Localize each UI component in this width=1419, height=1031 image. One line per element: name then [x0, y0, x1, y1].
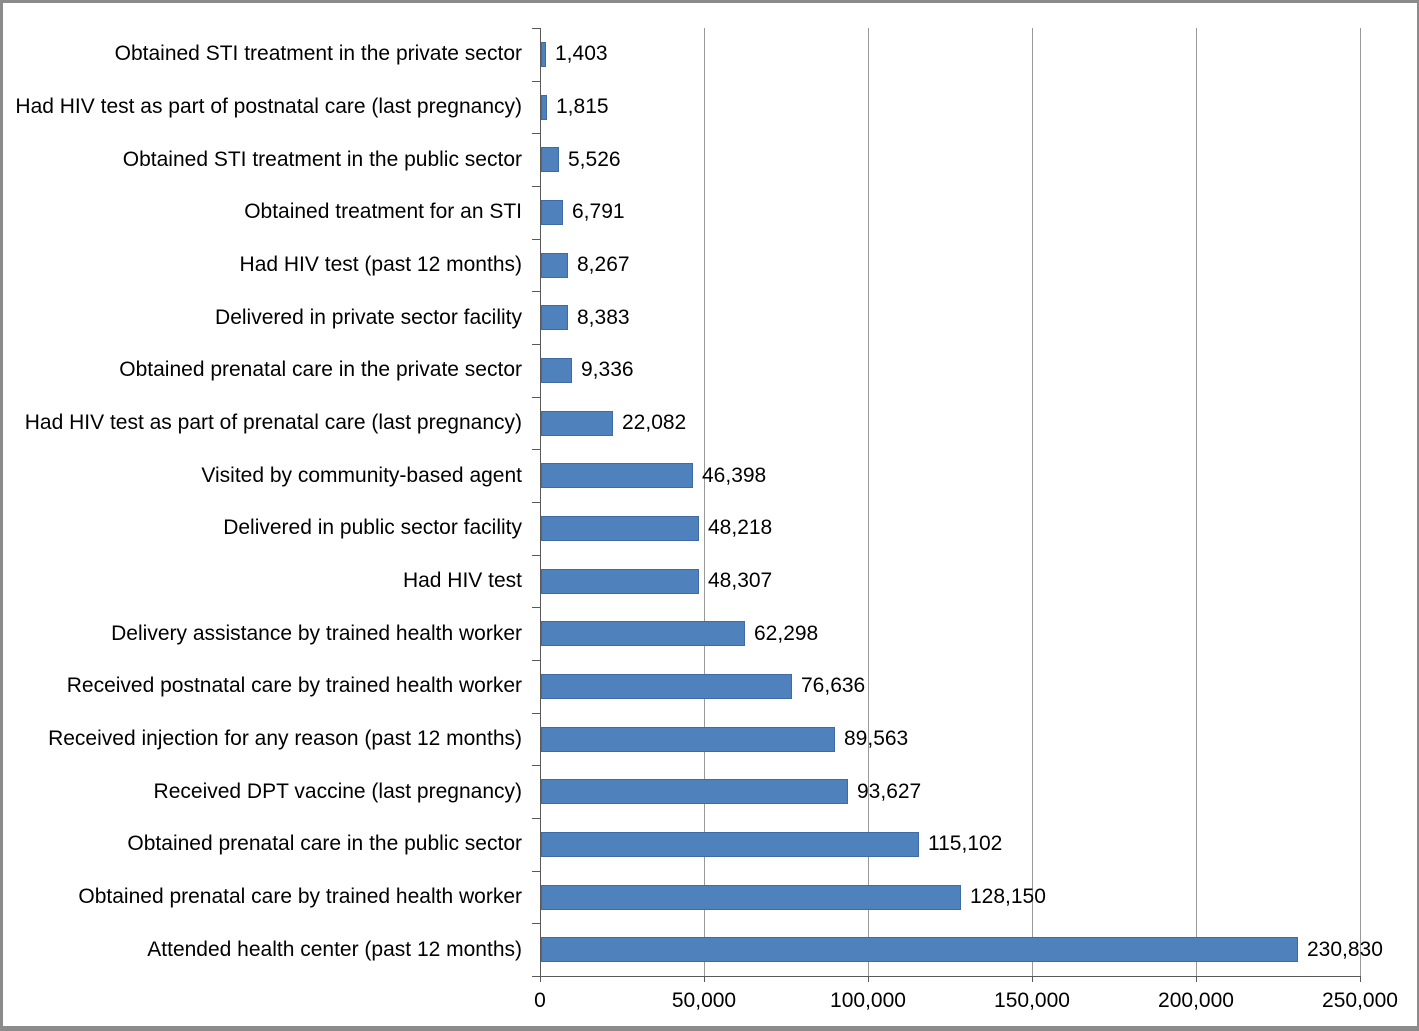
category-axis-tick [532, 239, 540, 240]
category-label: Received injection for any reason (past … [48, 727, 522, 750]
bar [541, 42, 546, 67]
category-axis-tick [532, 291, 540, 292]
category-label: Had HIV test as part of prenatal care (l… [24, 411, 522, 434]
bar-value-label: 5,526 [568, 148, 621, 171]
bar-value-label: 128,150 [970, 885, 1046, 908]
category-axis-tick [532, 713, 540, 714]
category-axis-tick [532, 449, 540, 450]
x-axis-tick-label: 100,000 [830, 989, 906, 1012]
category-axis-tick [532, 397, 540, 398]
bar-value-label: 8,383 [577, 306, 630, 329]
bar-value-label: 62,298 [754, 622, 819, 645]
bar-value-label: 46,398 [702, 464, 767, 487]
category-label: Attended health center (past 12 months) [147, 938, 522, 961]
category-label: Delivered in public sector facility [223, 516, 522, 539]
x-axis-tick [1196, 976, 1197, 982]
x-gridline [1032, 28, 1033, 976]
category-label: Obtained prenatal care in the private se… [119, 358, 522, 381]
category-axis-tick [532, 555, 540, 556]
bar [541, 885, 961, 910]
category-axis-tick [532, 976, 540, 977]
category-label: Obtained prenatal care in the public sec… [127, 832, 522, 855]
category-axis-tick [532, 923, 540, 924]
category-axis-tick [532, 502, 540, 503]
x-axis-tick [868, 976, 869, 982]
bar-value-label: 48,218 [708, 516, 773, 539]
x-axis-tick [1360, 976, 1361, 982]
category-label: Delivery assistance by trained health wo… [111, 622, 522, 645]
bar-value-label: 22,082 [622, 411, 687, 434]
category-axis-tick [532, 81, 540, 82]
x-axis-tick [1032, 976, 1033, 982]
bar-value-label: 89,563 [844, 727, 909, 750]
category-axis-tick [532, 871, 540, 872]
bar-value-label: 6,791 [572, 200, 625, 223]
bar [541, 569, 699, 594]
bar [541, 779, 848, 804]
bar-value-label: 48,307 [708, 569, 773, 592]
bar [541, 516, 699, 541]
bar [541, 358, 572, 383]
bar [541, 95, 547, 120]
bar [541, 305, 568, 330]
category-label: Received DPT vaccine (last pregnancy) [153, 780, 522, 803]
bar-value-label: 1,403 [555, 42, 608, 65]
x-axis-tick-label: 150,000 [994, 989, 1070, 1012]
category-label: Had HIV test as part of postnatal care (… [15, 95, 522, 118]
bar [541, 200, 563, 225]
category-axis-tick [532, 133, 540, 134]
x-axis-tick-label: 0 [534, 989, 546, 1012]
category-axis-tick [532, 607, 540, 608]
x-gridline [1360, 28, 1361, 976]
x-gridline [704, 28, 705, 976]
x-gridline [868, 28, 869, 976]
category-axis-tick [532, 765, 540, 766]
bar-value-label: 230,830 [1307, 938, 1383, 961]
category-axis-tick [532, 818, 540, 819]
category-label: Had HIV test (past 12 months) [239, 253, 522, 276]
bar-value-label: 93,627 [857, 780, 922, 803]
bar [541, 463, 693, 488]
bar-value-label: 8,267 [577, 253, 630, 276]
x-axis-tick-label: 200,000 [1158, 989, 1234, 1012]
category-axis-line [540, 28, 541, 976]
bar [541, 253, 568, 278]
x-axis-tick-label: 50,000 [671, 989, 737, 1012]
bar-value-label: 9,336 [581, 358, 634, 381]
bar [541, 832, 919, 857]
x-gridline [1196, 28, 1197, 976]
x-axis-tick [540, 976, 541, 982]
value-axis-line [540, 976, 1361, 977]
bar [541, 674, 792, 699]
category-axis-tick [532, 186, 540, 187]
category-axis-tick [532, 28, 540, 29]
category-label: Had HIV test [402, 569, 522, 592]
category-axis-tick [532, 344, 540, 345]
bar-value-label: 115,102 [928, 832, 1003, 855]
bar [541, 937, 1298, 962]
x-axis-tick [704, 976, 705, 982]
category-label: Delivered in private sector facility [215, 306, 522, 329]
category-label: Obtained treatment for an STI [244, 200, 522, 223]
category-label: Obtained prenatal care by trained health… [78, 885, 522, 908]
bar-value-label: 1,815 [556, 95, 609, 118]
category-label: Obtained STI treatment in the private se… [114, 42, 522, 65]
category-label: Obtained STI treatment in the public sec… [122, 148, 522, 171]
bar [541, 727, 835, 752]
x-axis-tick-label: 250,000 [1322, 989, 1398, 1012]
bar [541, 621, 745, 646]
bar-value-label: 76,636 [801, 674, 866, 697]
bar [541, 411, 613, 436]
bar [541, 147, 559, 172]
category-axis-tick [532, 660, 540, 661]
category-label: Received postnatal care by trained healt… [66, 674, 522, 697]
category-label: Visited by community-based agent [201, 464, 522, 487]
